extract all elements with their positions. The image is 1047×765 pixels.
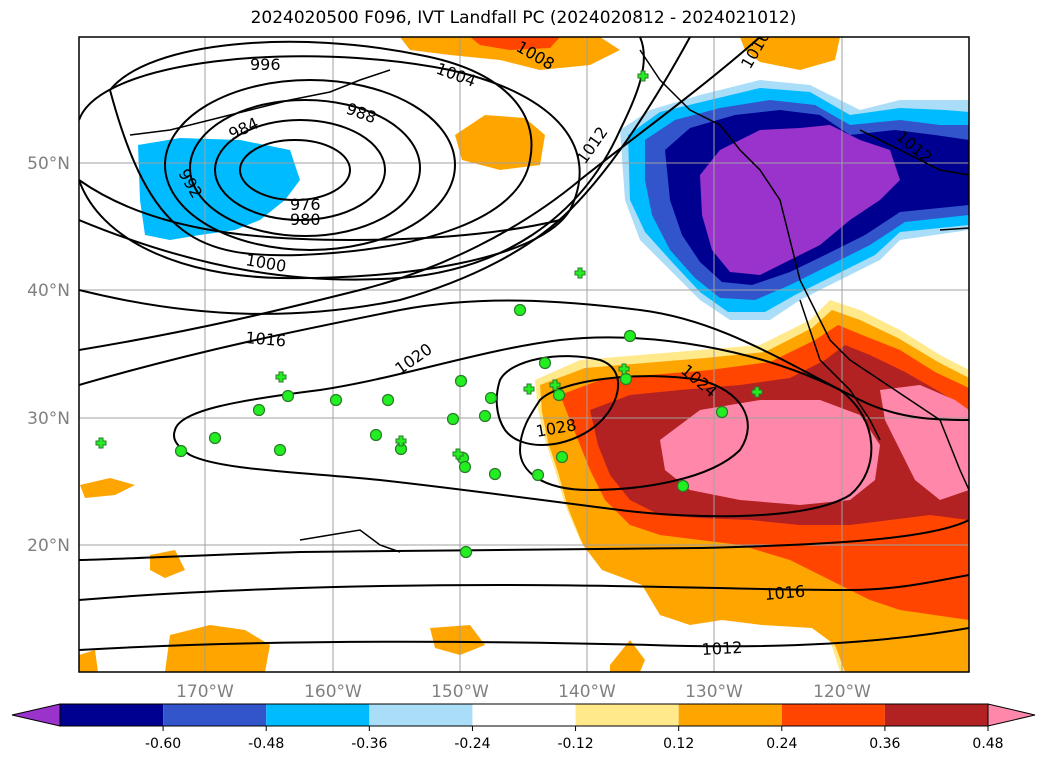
lon-label: 170°W [176, 682, 234, 702]
colorbar-tick-label: 0.12 [663, 736, 694, 752]
colorbar-swatch [575, 704, 679, 726]
plot-frame [78, 36, 970, 673]
colorbar-swatch [163, 704, 267, 726]
colorbar-tick-label: -0.48 [248, 736, 284, 752]
marker-circle [531, 468, 545, 482]
marker-circle [676, 479, 690, 493]
marker-plus [95, 437, 107, 449]
marker-circle [555, 450, 569, 464]
marker-circle [273, 443, 287, 457]
lon-label: 140°W [558, 682, 616, 702]
marker-circle [538, 356, 552, 370]
marker-circle [369, 428, 383, 442]
marker-circle [513, 303, 527, 317]
isobar-label: 1012 [701, 638, 743, 659]
colorbar-frame [59, 703, 989, 727]
positive-region-main-core [660, 400, 880, 505]
colorbar-swatch [369, 704, 473, 726]
positive-region-north-core [470, 37, 560, 50]
marker-circle [446, 412, 460, 426]
ivt-field: 996 1004 1008 1012 1016 984 988 992 976 … [79, 37, 969, 672]
colorbar-swatch [678, 704, 782, 726]
lat-label: 50°N [27, 154, 70, 174]
marker-circle [484, 391, 498, 405]
colorbar-tick-label: -0.12 [557, 736, 593, 752]
marker-circle [329, 393, 343, 407]
marker-circle [381, 393, 395, 407]
colorbar-tick-label: 0.36 [869, 736, 900, 752]
colorbar-extend-high [987, 703, 1036, 727]
lon-label: 120°W [813, 682, 871, 702]
colorbar-tick-label: -0.24 [454, 736, 490, 752]
positive-region-midnorth [455, 115, 545, 170]
colorbar-extend-low [11, 703, 61, 727]
marker-plus [452, 448, 464, 460]
colorbar-swatch [266, 704, 370, 726]
map-title: 2024020500 F096, IVT Landfall PC (202402… [250, 8, 797, 28]
isobar-label: 996 [250, 55, 281, 74]
plus-markers [95, 70, 763, 460]
lon-label: 160°W [304, 682, 362, 702]
lat-label: 40°N [27, 281, 70, 301]
marker-circle [459, 545, 473, 559]
positive-patch-sw5 [610, 640, 645, 672]
colorbar: -0.60 -0.48 -0.36 -0.24 -0.12 0.12 0.24 0.36 0.4… [11, 703, 1036, 752]
isobars [79, 37, 969, 651]
marker-plus [618, 363, 630, 375]
colorbar-swatch [60, 704, 164, 726]
colorbar-tick-label: -0.36 [351, 736, 387, 752]
coastlines [129, 49, 969, 553]
marker-plus [275, 371, 287, 383]
colorbar-swatch [884, 704, 988, 726]
isobar-label: 1016 [764, 582, 806, 604]
positive-patch-sw2 [430, 625, 485, 655]
marker-circle [252, 403, 266, 417]
positive-region-north [400, 37, 620, 70]
marker-plus [549, 379, 561, 391]
marker-circle [174, 444, 188, 458]
lat-label: 30°N [27, 409, 70, 429]
marker-circle [478, 409, 492, 423]
marker-plus [523, 383, 535, 395]
marker-plus [395, 435, 407, 447]
marker-circle [454, 374, 468, 388]
isobar-label: 980 [290, 210, 321, 229]
lon-label: 130°W [685, 682, 743, 702]
positive-region-northeast [740, 37, 840, 70]
marker-circle [281, 389, 295, 403]
marker-circle [488, 467, 502, 481]
colorbar-tick-label: 0.48 [972, 736, 1003, 752]
colorbar-tick-label: -0.60 [145, 736, 181, 752]
gridlines [79, 37, 969, 672]
circle-markers [174, 303, 729, 559]
colorbar-tick-label: 0.24 [766, 736, 797, 752]
marker-circle [623, 329, 637, 343]
marker-plus [637, 70, 649, 82]
marker-circle [458, 460, 472, 474]
positive-patch-sw1 [165, 625, 270, 672]
positive-patch-sw4 [80, 478, 135, 498]
marker-circle [208, 431, 222, 445]
marker-circle [619, 372, 633, 386]
isobar-label: 1016 [245, 328, 287, 350]
marker-circle [552, 388, 566, 402]
positive-patch-sw6 [79, 650, 98, 672]
marker-plus [751, 386, 763, 398]
marker-plus [574, 267, 586, 279]
colorbar-swatch [472, 704, 576, 726]
colorbar-swatch [781, 704, 885, 726]
isobar-label: 976 [290, 195, 321, 214]
lat-label: 20°N [27, 536, 70, 556]
marker-circle [715, 405, 729, 419]
lon-label: 150°W [431, 682, 489, 702]
